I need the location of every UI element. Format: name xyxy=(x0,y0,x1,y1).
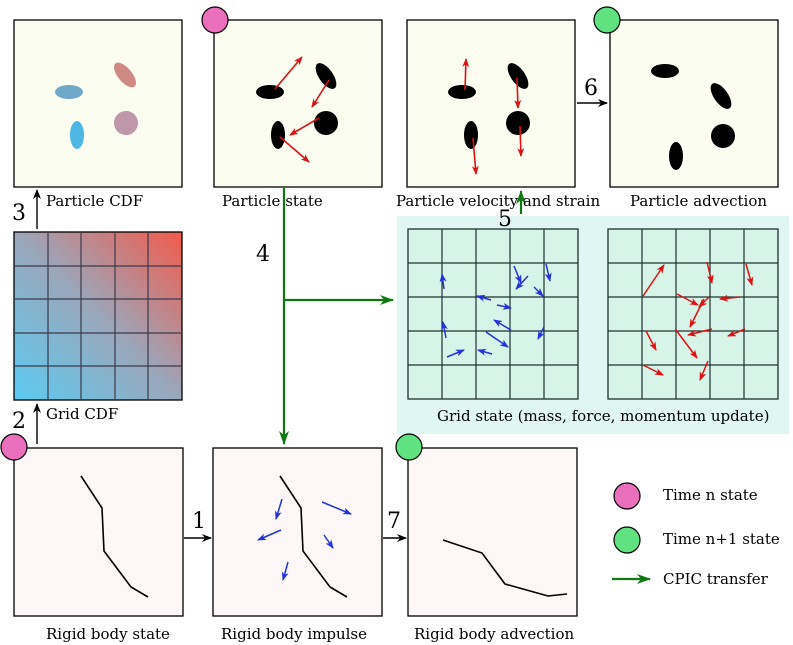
legend-time-n-swatch xyxy=(613,482,641,510)
panel-particle-advection xyxy=(609,19,779,188)
step-4: 4 xyxy=(256,242,270,267)
label-grid-cdf: Grid CDF xyxy=(46,405,118,423)
step-2: 2 xyxy=(12,409,26,434)
panel-rigid-advection xyxy=(407,447,578,617)
label-particle-advection: Particle advection xyxy=(630,192,767,210)
time-n-marker-rigid-state xyxy=(0,433,28,461)
step-6: 6 xyxy=(584,76,598,101)
panel-grid-cdf xyxy=(13,231,183,401)
legend-time-n1-label: Time n+1 state xyxy=(663,530,780,548)
panel-particle-velocity xyxy=(406,19,576,188)
time-n-marker-particle-state xyxy=(201,6,229,34)
label-rigid-advection: Rigid body advection xyxy=(414,625,574,643)
legend-time-n-label: Time n state xyxy=(663,486,758,504)
panel-grid-state-left xyxy=(407,228,579,400)
step-3: 3 xyxy=(12,201,26,226)
legend-time-n1-swatch xyxy=(613,526,641,554)
step-7: 7 xyxy=(387,509,401,534)
panel-rigid-impulse xyxy=(212,447,383,617)
label-particle-state: Particle state xyxy=(222,192,323,210)
label-grid-state: Grid state (mass, force, momentum update… xyxy=(437,407,769,425)
legend-cpic-label: CPIC transfer xyxy=(663,570,769,588)
panel-grid-state-right xyxy=(607,228,779,400)
step-5: 5 xyxy=(498,207,512,232)
label-rigid-state: Rigid body state xyxy=(46,625,170,643)
panel-particle-state xyxy=(213,19,383,188)
step-1: 1 xyxy=(192,509,206,534)
label-rigid-impulse: Rigid body impulse xyxy=(221,625,367,643)
label-particle-cdf: Particle CDF xyxy=(46,192,143,210)
label-particle-velocity: Particle velocity and strain xyxy=(396,192,600,210)
legend: Time n state Time n+1 state CPIC transfe… xyxy=(612,482,780,588)
time-n1-marker-particle-advection xyxy=(593,6,621,34)
panel-particle-cdf xyxy=(13,19,183,188)
panel-rigid-state xyxy=(13,447,184,617)
time-n1-marker-rigid-advection xyxy=(395,433,423,461)
